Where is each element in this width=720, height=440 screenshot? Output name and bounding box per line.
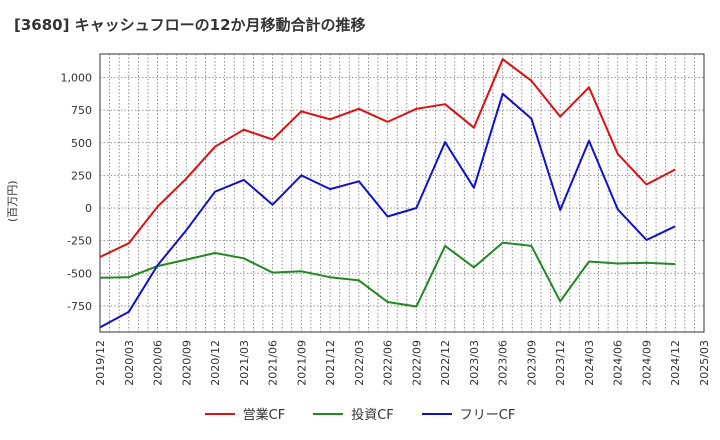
x-tick-label: 2021/12 — [324, 340, 337, 386]
x-tick-label: 2019/12 — [94, 340, 107, 386]
y-tick-label: 0 — [85, 202, 92, 215]
y-tick-label: 1,000 — [61, 71, 93, 84]
grid-lines — [100, 54, 704, 332]
x-tick-label: 2021/09 — [295, 340, 308, 386]
x-tick-label: 2024/03 — [583, 340, 596, 386]
x-tick-label: 2020/03 — [123, 340, 136, 386]
x-tick-label: 2022/09 — [410, 340, 423, 386]
y-tick-label: 500 — [71, 137, 92, 150]
x-tick-label: 2022/12 — [439, 340, 452, 386]
x-tick-label: 2022/06 — [382, 340, 395, 386]
legend-item: 投資CF — [313, 404, 394, 423]
x-tick-label: 2024/09 — [640, 340, 653, 386]
x-tick-label: 2023/03 — [468, 340, 481, 386]
x-tick-label: 2023/06 — [497, 340, 510, 386]
series-line-1 — [99, 241, 676, 308]
series-lines — [99, 58, 676, 329]
x-tick-label: 2025/03 — [698, 340, 711, 386]
x-tick-label: 2022/03 — [353, 340, 366, 386]
legend: 営業CF 投資CF フリーCF — [0, 404, 720, 423]
x-axis-ticks: 2019/12 2020/03 2020/06 2020/09 2020/12 2021/… — [94, 340, 711, 386]
x-tick-label: 2020/06 — [152, 340, 165, 386]
x-tick-label: 2024/06 — [612, 340, 625, 386]
x-tick-label: 2021/03 — [238, 340, 251, 386]
y-tick-label: -500 — [67, 267, 92, 280]
x-tick-label: 2020/09 — [180, 340, 193, 386]
y-tick-label: -750 — [67, 300, 92, 313]
x-tick-label: 2021/06 — [267, 340, 280, 386]
legend-swatch — [204, 412, 235, 415]
series-line-0 — [99, 58, 676, 258]
legend-label: 営業CF — [242, 408, 286, 423]
legend-label: 投資CF — [351, 408, 394, 423]
plot-area — [99, 53, 705, 333]
x-tick-label: 2023/12 — [554, 340, 567, 386]
x-tick-label: 2020/12 — [209, 340, 222, 386]
x-tick-label: 2023/09 — [525, 340, 538, 386]
x-tick-label: 2024/12 — [669, 340, 682, 386]
y-axis-ticks: -750 -500 -250 0 250 500 750 1,000 — [61, 71, 93, 312]
chart-title: [3680] キャッシュフローの12か月移動合計の推移 — [14, 16, 366, 34]
series-line-2 — [99, 92, 676, 329]
legend-item: 営業CF — [204, 404, 286, 423]
legend-label: フリーCF — [459, 408, 516, 423]
legend-swatch — [421, 412, 452, 415]
y-tick-label: 250 — [71, 169, 92, 182]
legend-item: フリーCF — [421, 404, 516, 423]
y-tick-label: -250 — [67, 235, 92, 248]
legend-swatch — [313, 412, 344, 415]
y-tick-label: 750 — [71, 104, 92, 117]
